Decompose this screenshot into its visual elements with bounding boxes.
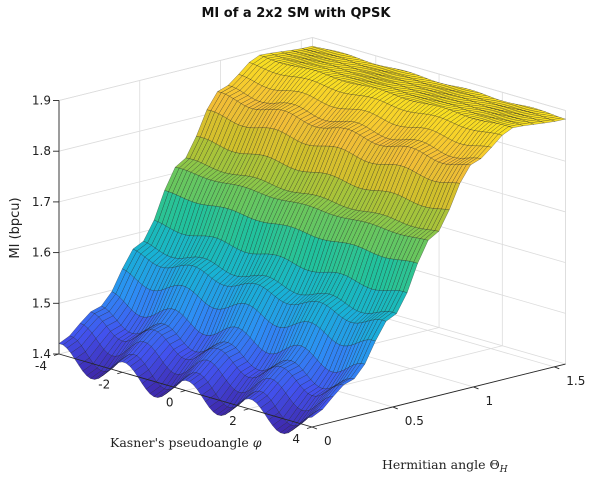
z-axis-label: MI (bpcu) [8,197,23,258]
x-tick-label: -4 [35,359,47,373]
y-axis-label-symbol: Θ [490,457,500,472]
x-axis-label: Kasner's pseudoangle φ [110,435,262,450]
x-tick-label: 0 [166,396,174,410]
surface-mesh [58,45,566,434]
chart-title: MI of a 2x2 SM with QPSK [201,6,391,21]
y-tick-mark [473,386,479,390]
z-tick-label: 1.9 [32,94,51,108]
y-axis-label-subscript: H [499,465,508,475]
y-axis-line [311,363,566,428]
x-tick-mark [180,390,186,393]
z-tick-label: 1.4 [32,347,51,361]
y-tick-mark [392,406,398,410]
x-tick-label: 2 [229,414,237,428]
axes [53,100,566,430]
z-tick-label: 1.7 [32,195,51,209]
y-axis-label: Hermitian angle ΘH [382,457,508,475]
y-tick-label: 0 [324,434,332,448]
x-tick-label: -2 [98,377,110,391]
z-tick-label: 1.8 [32,144,51,158]
x-tick-label: 4 [292,432,300,446]
y-axis-label-text: Hermitian angle [382,457,490,472]
z-tick-label: 1.5 [32,296,51,310]
x-tick-mark [243,408,249,411]
y-tick-label: 0.5 [405,414,424,428]
z-tick-label: 1.6 [32,246,51,260]
x-axis-label-symbol: φ [253,435,262,450]
y-tick-mark [554,366,560,370]
y-tick-mark [311,426,318,430]
y-tick-label: 1 [486,394,494,408]
x-tick-mark [117,371,123,375]
x-axis-label-text: Kasner's pseudoangle [110,435,253,450]
grid-line [58,37,313,101]
tick-labels: -4 -2 0 2 4 0 0.5 1 1.5 1.4 1.5 1.6 1.7 1.8 1.9 [32,94,585,449]
grid-line [312,37,566,111]
x-tick-mark [306,426,313,429]
surface-patch [307,409,324,418]
y-tick-label: 1.5 [566,374,585,388]
